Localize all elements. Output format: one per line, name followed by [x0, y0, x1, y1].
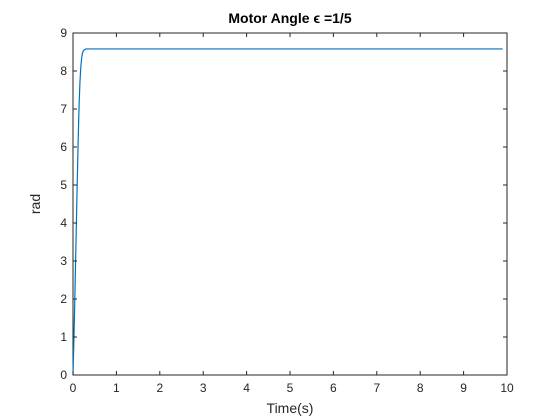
x-tick-label: 6	[330, 381, 337, 395]
ticks-layer: 0 1 2 3 4 5 6 7 8 9 10 0 1 2 3 4 5 6 7 8 9	[60, 26, 514, 395]
y-tick-label: 8	[60, 64, 67, 78]
series-layer	[72, 48, 503, 376]
x-axis-label: Time(s)	[267, 400, 314, 416]
x-tick-label: 7	[373, 381, 380, 395]
x-tick-label: 5	[287, 381, 294, 395]
series-line-0	[72, 48, 503, 376]
y-tick-label: 5	[60, 178, 67, 192]
y-axis-label: rad	[27, 194, 43, 214]
y-tick-label: 3	[60, 254, 67, 268]
x-tick-label: 3	[200, 381, 207, 395]
x-tick-label: 2	[156, 381, 163, 395]
x-tick-label: 8	[417, 381, 424, 395]
plot-area	[72, 32, 508, 376]
chart-title: Motor Angle ϵ =1/5	[228, 10, 351, 26]
x-tick-label: 10	[500, 381, 514, 395]
y-tick-label: 7	[60, 102, 67, 116]
y-tick-label: 0	[60, 368, 67, 382]
x-tick-label: 0	[70, 381, 77, 395]
y-tick-label: 6	[60, 140, 67, 154]
y-tick-label: 2	[60, 292, 67, 306]
y-tick-label: 9	[60, 26, 67, 40]
x-tick-label: 1	[113, 381, 120, 395]
y-tick-label: 1	[60, 330, 67, 344]
y-tick-label: 4	[60, 216, 67, 230]
x-tick-label: 4	[243, 381, 250, 395]
x-tick-label: 9	[460, 381, 467, 395]
